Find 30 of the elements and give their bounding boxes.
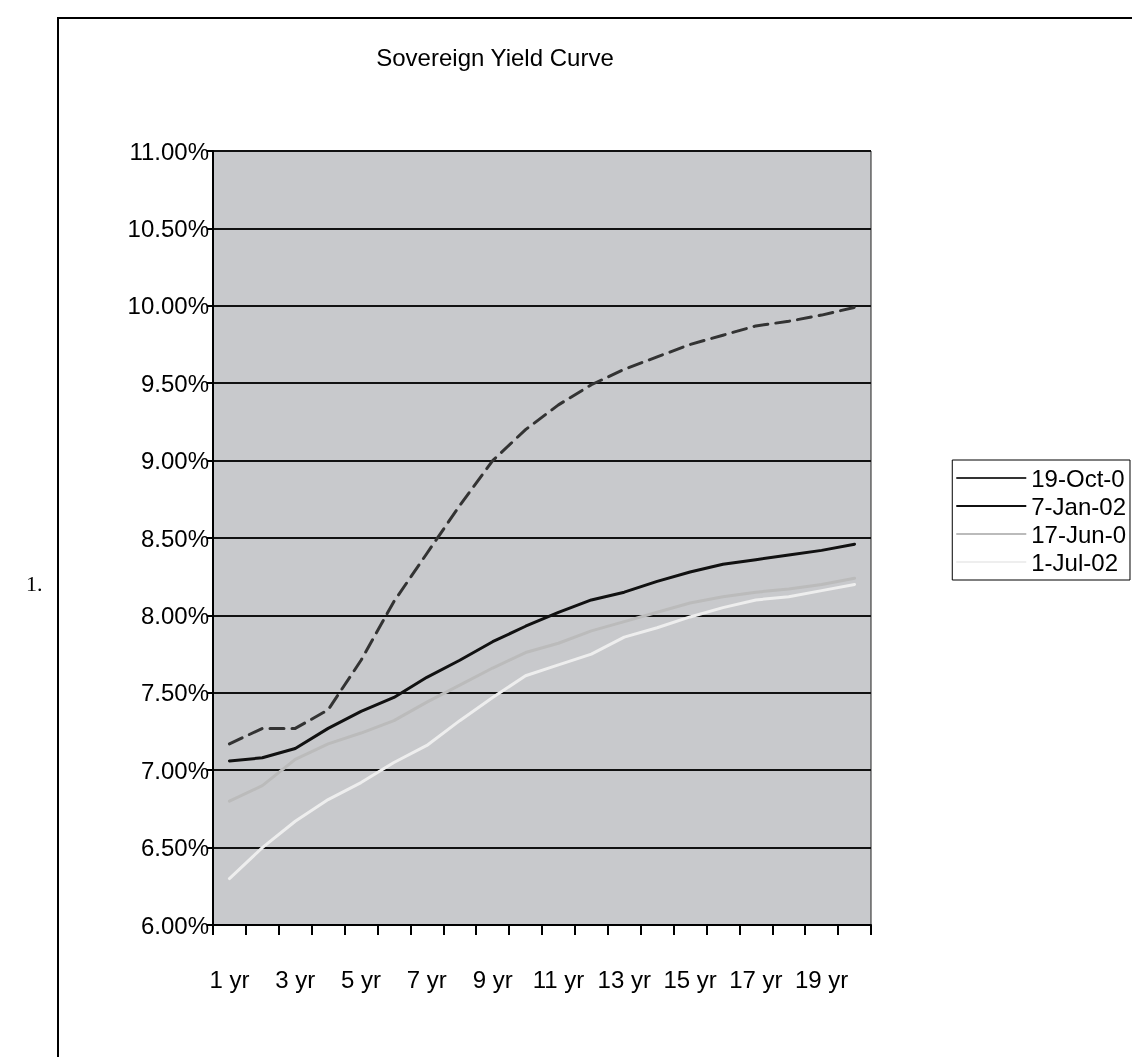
x-tick-label: 9 yr — [472, 965, 513, 993]
y-tick-label: 8.00% — [140, 601, 209, 629]
y-tick-label: 9.50% — [140, 369, 209, 397]
y-tick-label: 10.50% — [127, 214, 209, 242]
line-series — [227, 576, 857, 803]
x-tick-label: 13 yr — [597, 965, 651, 993]
line-series — [227, 582, 857, 881]
y-tick-label: 11.00% — [129, 137, 209, 165]
line-series — [227, 305, 857, 746]
x-tick-label: 15 yr — [663, 965, 717, 993]
legend-label: 17-Jun-0 — [1031, 520, 1127, 548]
legend-label: 19-Oct-0 — [1031, 464, 1125, 492]
x-tick-label: 11 yr — [532, 965, 585, 993]
x-tick-label: 3 yr — [275, 965, 316, 993]
y-tick-label: 6.50% — [140, 834, 209, 862]
x-tick-label: 5 yr — [341, 965, 382, 993]
y-tick-label: 6.00% — [140, 911, 209, 939]
y-tick-label: 8.50% — [140, 524, 209, 552]
y-tick-label: 7.00% — [140, 756, 209, 784]
x-tick-label: 17 yr — [729, 965, 783, 993]
y-tick-label: 7.50% — [140, 679, 209, 707]
text: 1. — [26, 570, 43, 596]
legend-label: 7-Jan-02 — [1031, 492, 1127, 520]
x-tick-label: 1 yr — [209, 965, 250, 993]
x-tick-label: 7 yr — [406, 965, 447, 993]
y-tick-label: 10.00% — [127, 292, 209, 320]
x-tick-label: 19 yr — [794, 965, 849, 993]
y-tick-label: 9.00% — [140, 447, 209, 475]
chart-title: Sovereign Yield Curve — [376, 43, 614, 71]
legend-label: 1-Jul-02 — [1031, 548, 1118, 576]
